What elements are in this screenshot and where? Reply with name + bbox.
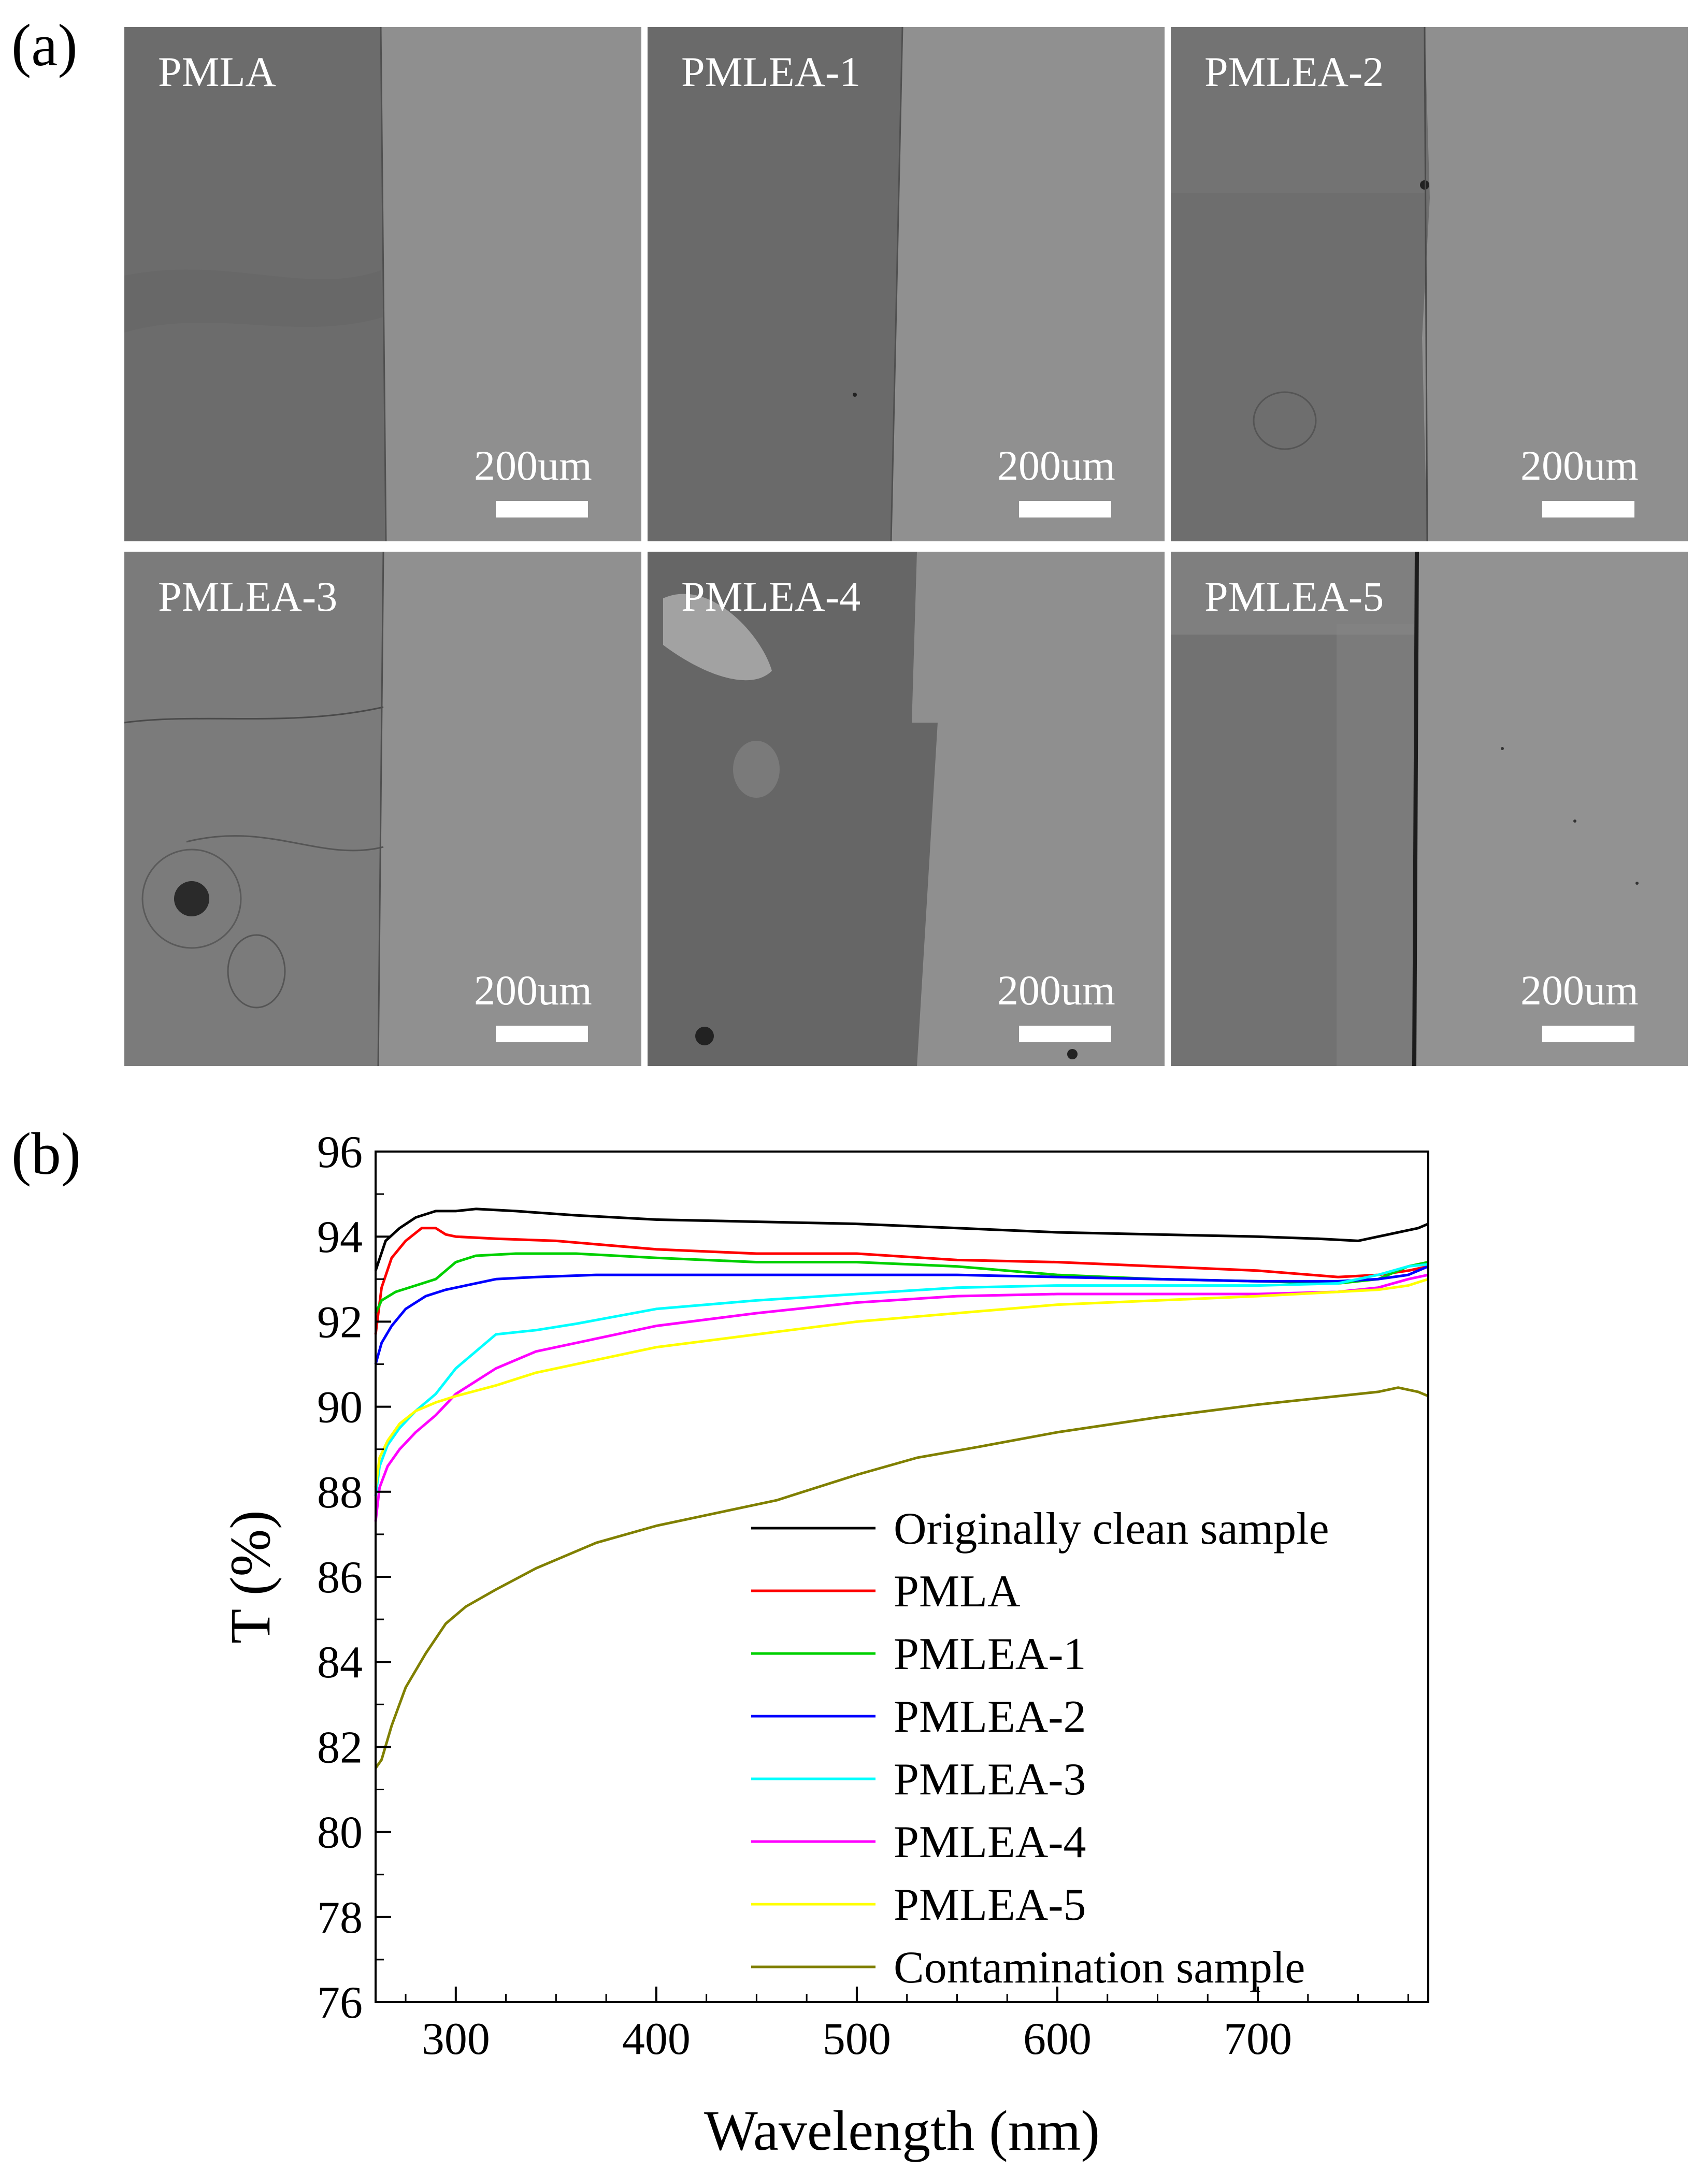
- x-tick-label: 500: [823, 2014, 891, 2064]
- x-tick-label: 400: [622, 2014, 691, 2064]
- scale-bar: [1542, 501, 1634, 517]
- y-tick-label: 82: [317, 1722, 363, 1773]
- legend-label-1: Originally clean sample: [894, 1504, 1329, 1554]
- scale-bar-text: 200um: [1520, 967, 1639, 1014]
- scale-bar: [1542, 1026, 1634, 1042]
- panel-label-b: (b): [11, 1121, 81, 1187]
- scale-bar-text: 200um: [1520, 442, 1639, 489]
- micrograph-pmlea-1: PMLEA-1 200um: [648, 27, 1165, 541]
- legend-label-5: PMLEA-3: [894, 1755, 1086, 1805]
- legend-label-7: PMLEA-5: [894, 1880, 1086, 1930]
- series-line-4: [374, 1265, 1429, 1365]
- micrograph-label: PMLEA-3: [158, 573, 338, 620]
- micrograph-image: [648, 27, 1165, 541]
- micrograph-label: PMLA: [158, 48, 276, 95]
- micrograph-grid: PMLA 200um PMLEA-1 200um PMLEA-2 200um: [124, 27, 1689, 1068]
- legend-label-3: PMLEA-1: [894, 1629, 1086, 1679]
- scale-bar: [496, 501, 588, 517]
- legend-label-6: PMLEA-4: [894, 1817, 1086, 1867]
- y-tick-label: 88: [317, 1468, 363, 1518]
- series-line-8: [374, 1386, 1429, 1769]
- x-tick-label: 300: [422, 2014, 490, 2064]
- micrograph-pmlea-5: PMLEA-5 200um: [1171, 552, 1688, 1066]
- x-tick-label: 700: [1224, 2014, 1292, 2064]
- series-line-6: [374, 1273, 1429, 1522]
- scale-bar: [1019, 1026, 1111, 1042]
- scale-bar-text: 200um: [474, 967, 592, 1014]
- y-tick-label: 86: [317, 1552, 363, 1603]
- micrograph-image: [124, 27, 641, 541]
- scale-bar-text: 200um: [474, 442, 592, 489]
- micrograph-image: [124, 552, 641, 1066]
- scale-bar-text: 200um: [997, 442, 1115, 489]
- micrograph-label: PMLEA-1: [681, 48, 861, 95]
- micrograph-label: PMLEA-4: [681, 573, 861, 620]
- series-line-2: [374, 1227, 1429, 1335]
- legend-label-4: PMLEA-2: [894, 1692, 1086, 1742]
- y-tick-label: 92: [317, 1297, 363, 1347]
- y-tick-label: 96: [317, 1127, 363, 1177]
- micrograph-label: PMLEA-5: [1204, 573, 1384, 620]
- y-tick-label: 78: [317, 1893, 363, 1943]
- x-axis-title: Wavelength (nm): [704, 2099, 1100, 2162]
- micrograph-image: [1171, 27, 1688, 541]
- series-line-7: [374, 1277, 1429, 1488]
- scale-bar-text: 200um: [997, 967, 1115, 1014]
- y-tick-label: 94: [317, 1212, 363, 1262]
- series-line-1: [374, 1207, 1429, 1271]
- y-axis-title: T (%): [219, 1510, 282, 1644]
- scale-bar: [496, 1026, 588, 1042]
- y-tick-label: 90: [317, 1383, 363, 1433]
- transmittance-chart: 76 78 80 82 84 86 88 90 92 94 96 300 400 500 600 700 Wav…: [219, 1127, 1429, 2162]
- micrograph-pmlea-2: PMLEA-2 200um: [1171, 27, 1688, 541]
- legend-label-8: Contamination sample: [894, 1943, 1305, 1993]
- micrograph-pmlea-4: PMLEA-4 200um: [648, 552, 1165, 1066]
- legend-label-2: PMLA: [894, 1566, 1021, 1617]
- micrograph-label: PMLEA-2: [1204, 48, 1384, 95]
- scale-bar: [1019, 501, 1111, 517]
- micrograph-image: [648, 552, 1165, 1066]
- x-tick-label: 600: [1023, 2014, 1092, 2064]
- y-tick-label: 76: [317, 1978, 363, 2028]
- series-line-5: [374, 1263, 1429, 1497]
- y-tick-label: 84: [317, 1637, 363, 1688]
- panel-label-a: (a): [11, 12, 78, 78]
- series-line-3: [374, 1252, 1429, 1314]
- micrograph-pmlea-3: PMLEA-3 200um: [124, 552, 641, 1066]
- y-tick-label: 80: [317, 1808, 363, 1858]
- micrograph-pmla: PMLA 200um: [124, 27, 641, 541]
- micrograph-image: [1171, 552, 1688, 1066]
